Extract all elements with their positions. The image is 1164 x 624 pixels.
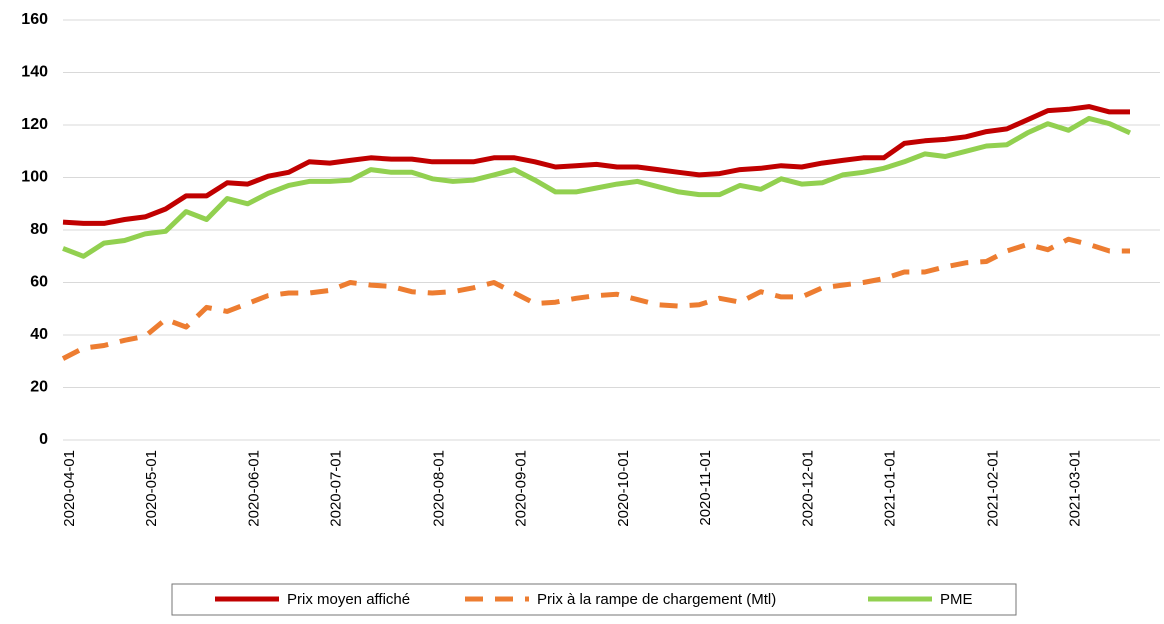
x-tick-label: 2020-07-01 xyxy=(328,450,345,527)
y-tick-label: 0 xyxy=(39,431,48,448)
y-tick-label: 60 xyxy=(30,274,48,291)
series-line xyxy=(61,236,1130,361)
x-tick-label: 2021-03-01 xyxy=(1066,450,1083,527)
y-tick-label: 160 xyxy=(21,11,48,28)
series-line xyxy=(62,104,1130,226)
x-tick-label: 2020-04-01 xyxy=(61,450,78,527)
y-tick-label: 80 xyxy=(30,221,48,238)
x-tick-label: 2021-01-01 xyxy=(882,450,899,527)
y-tick-label: 140 xyxy=(21,64,48,81)
y-tick-label: 20 xyxy=(30,379,48,396)
x-tick-label: 2020-11-01 xyxy=(697,450,714,526)
x-tick-label: 2020-12-01 xyxy=(800,450,817,527)
legend-label: Prix à la rampe de chargement (Mtl) xyxy=(537,591,776,608)
x-tick-label: 2020-09-01 xyxy=(512,450,529,527)
x-tick-label: 2021-02-01 xyxy=(984,450,1001,527)
y-tick-label: 100 xyxy=(21,169,48,186)
legend-label: Prix moyen affiché xyxy=(287,591,410,608)
x-tick-label: 2020-06-01 xyxy=(246,450,263,527)
series-line xyxy=(62,115,1132,259)
x-tick-label: 2020-08-01 xyxy=(430,450,447,527)
x-tick-label: 2020-05-01 xyxy=(143,450,160,527)
y-tick-label: 120 xyxy=(21,116,48,133)
y-tick-label: 40 xyxy=(30,326,48,343)
x-tick-label: 2020-10-01 xyxy=(615,450,632,527)
legend-label: PME xyxy=(940,591,973,608)
